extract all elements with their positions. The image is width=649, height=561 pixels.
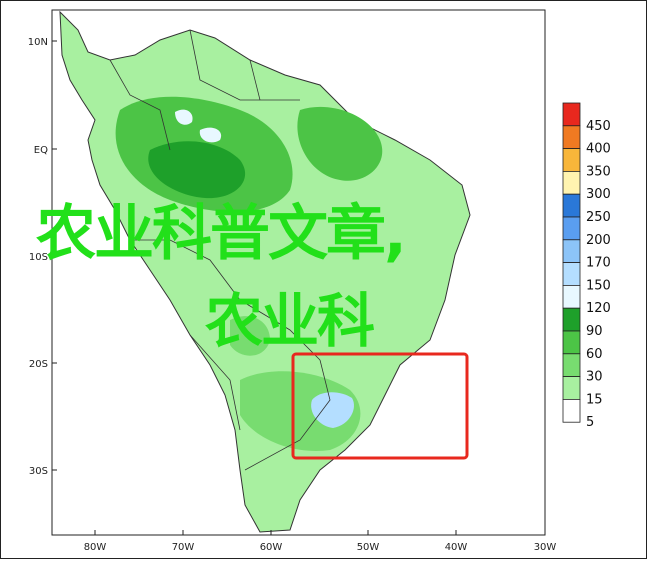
lon-label: 50W [357,542,380,553]
legend-label: 30 [586,370,603,385]
legend: 450 400 350 300 250 200 170 150 120 90 60 30 15 5 [562,102,611,430]
lat-label: 20S [29,359,48,370]
legend-label: 250 [586,210,611,225]
highlight-box [291,352,469,460]
longitude-labels: 80W 70W 60W 50W 40W 30W [84,542,557,553]
precip-zone-sw [230,316,270,356]
legend-label: 170 [586,256,611,271]
legend-swatch [562,398,581,423]
precip-zone-heavy [148,141,246,199]
legend-label: 400 [586,142,611,157]
lat-label: 30S [29,466,48,477]
legend-label: 350 [586,164,611,179]
legend-label: 200 [586,233,611,248]
overlay-title: 农业科普文章, [36,199,407,269]
legend-label: 150 [586,278,611,293]
legend-label: 90 [586,324,603,339]
legend-swatch [562,376,581,400]
legend-swatch [562,330,581,355]
legend-label: 60 [586,347,603,362]
lat-label: 10S [29,252,48,263]
latitude-labels: 10N EQ 10S 20S 30S [28,37,48,477]
lon-label: 40W [445,542,468,553]
precip-zone-120 [311,392,354,428]
legend-swatch [562,353,581,377]
country-borders [109,29,331,471]
legend-swatch [562,284,581,309]
lat-label: EQ [34,145,48,156]
precip-zone-90b [297,106,383,181]
legend-label: 5 [586,415,594,430]
legend-swatch [562,125,581,150]
legend-label: 300 [586,187,611,202]
legend-swatch [562,148,581,172]
overlay-subtitle: 农业科 [205,287,375,355]
axis-ticks [52,40,546,535]
legend-swatch [562,102,581,127]
legend-label: 15 [586,392,603,407]
legend-label: 450 [586,119,611,134]
legend-label: 120 [586,301,611,316]
legend-swatch [562,262,581,286]
lon-label: 30W [534,542,557,553]
precip-zone-60 [240,371,361,451]
precip-zone-150 [175,109,193,125]
lon-label: 70W [172,542,195,553]
lat-label: 10N [28,37,48,48]
legend-swatch [562,170,581,195]
legend-swatch [562,307,581,332]
precip-zone-170 [199,127,222,143]
lon-label: 80W [84,542,107,553]
lon-label: 60W [260,542,283,553]
